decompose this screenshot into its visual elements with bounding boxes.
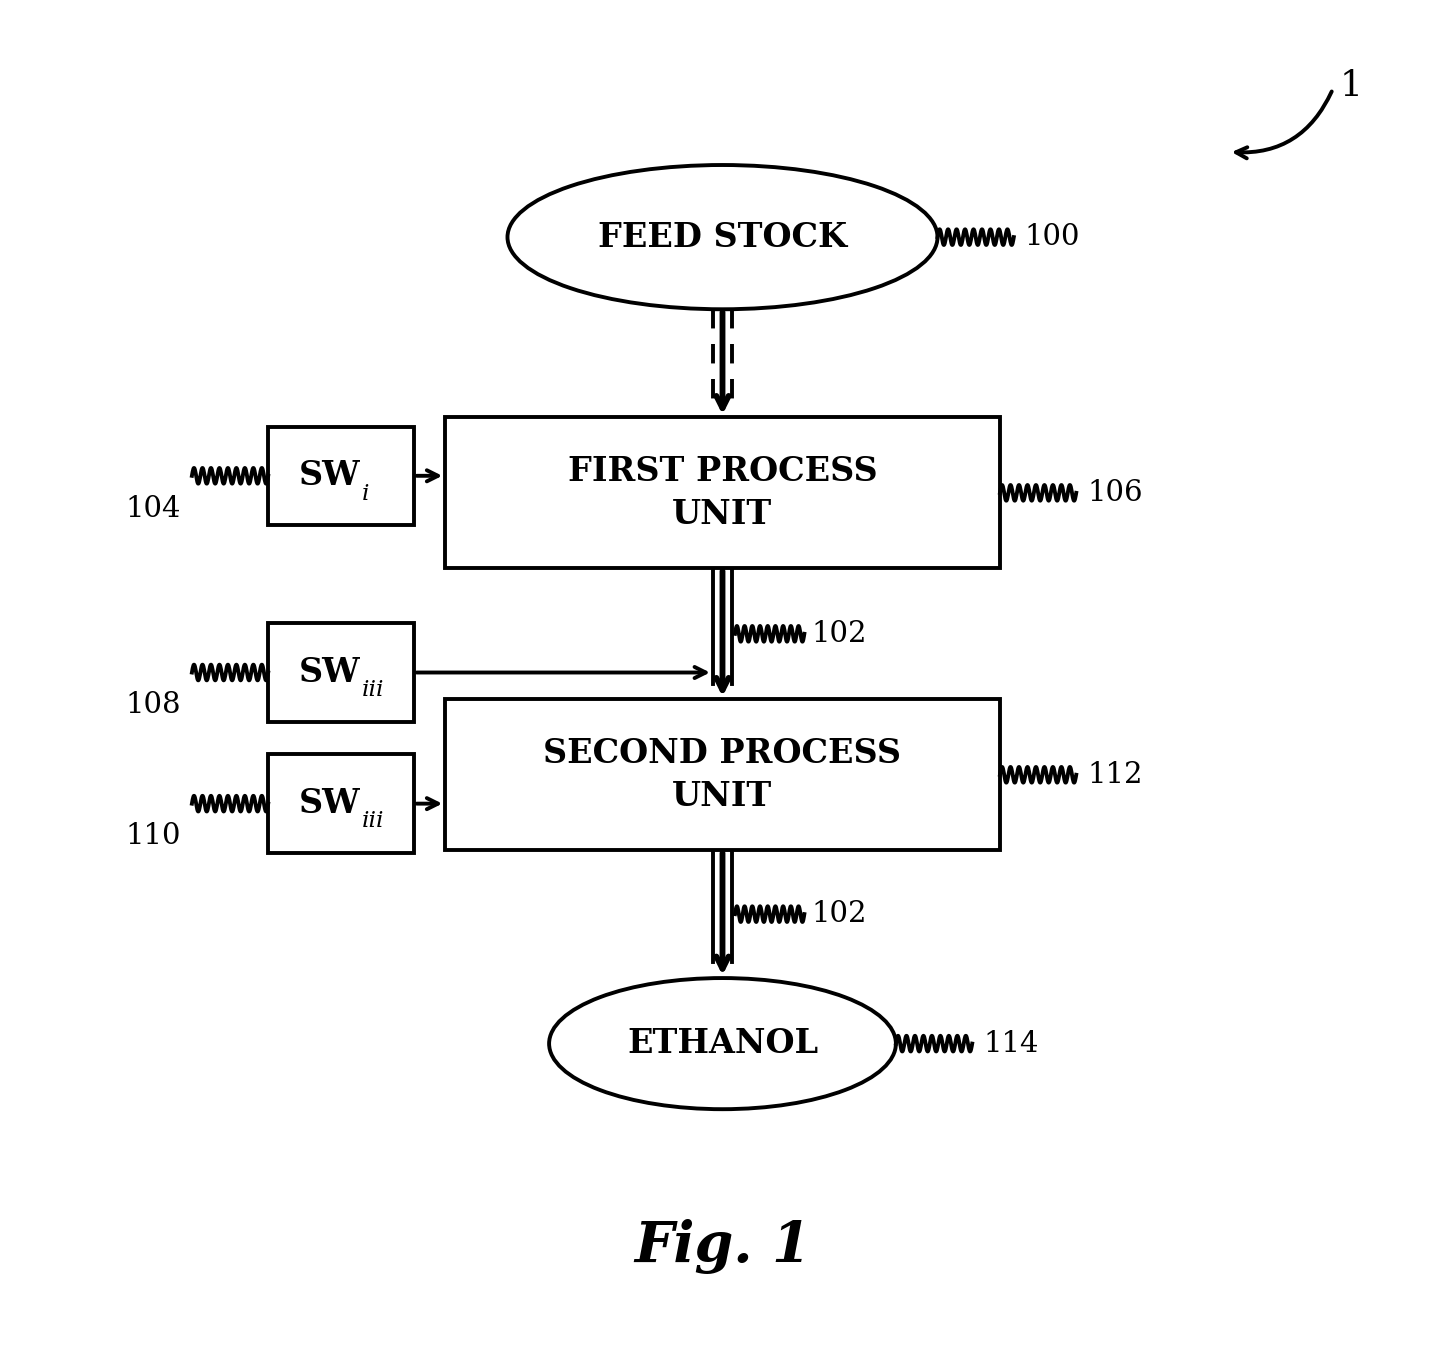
Text: SW: SW [299,656,360,688]
Text: SW: SW [299,787,360,820]
Text: 102: 102 [811,900,867,928]
Text: SECOND PROCESS
UNIT: SECOND PROCESS UNIT [543,736,902,813]
Text: iii: iii [361,810,384,832]
Bar [445,699,1000,850]
Ellipse shape [549,978,896,1109]
Text: 102: 102 [811,620,867,647]
Text: iii: iii [361,679,384,701]
Text: i: i [361,482,368,504]
Text: Fig. 1: Fig. 1 [634,1220,811,1274]
Text: SW: SW [299,459,360,492]
Text: FEED STOCK: FEED STOCK [598,221,847,254]
Text: 106: 106 [1087,479,1143,507]
Text: 108: 108 [126,691,181,720]
Text: 100: 100 [1025,223,1081,251]
Bar [269,623,413,721]
Text: FIRST PROCESS
UNIT: FIRST PROCESS UNIT [568,455,877,531]
Text: 112: 112 [1087,761,1143,788]
Text: 110: 110 [126,822,181,851]
Text: 1: 1 [1340,70,1363,104]
Text: 104: 104 [126,494,181,523]
Bar [445,418,1000,568]
Text: 114: 114 [983,1030,1039,1057]
Text: ETHANOL: ETHANOL [627,1027,818,1060]
Ellipse shape [507,165,938,309]
Bar [269,754,413,852]
Bar [269,426,413,525]
